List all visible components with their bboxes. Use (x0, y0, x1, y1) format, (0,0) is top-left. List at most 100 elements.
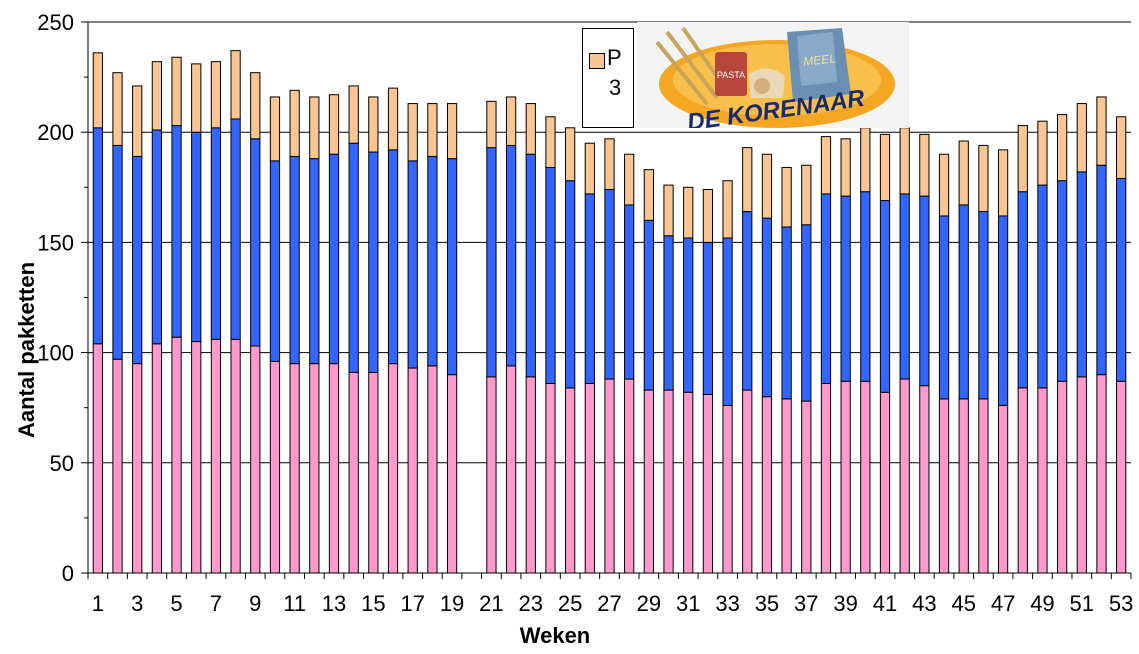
bar-week-11-series-1 (289, 363, 300, 574)
bar-week-28-series-2 (624, 204, 635, 380)
bar-week-6-series-1 (191, 341, 202, 574)
bar-week-18-series-2 (427, 155, 438, 367)
bar-week-13-series-1 (328, 363, 340, 574)
bar-week-30-series-1 (663, 389, 674, 574)
bar-week-24-series-2 (545, 166, 556, 384)
x-tick-label: 39 (833, 591, 857, 616)
bar-week-7-series-2 (210, 127, 222, 340)
bar-week-32-series-2 (702, 241, 714, 395)
bar-week-18-series-3 (427, 103, 438, 157)
bar-week-10-series-1 (269, 360, 281, 574)
bar-week-19-series-2 (446, 158, 458, 376)
bar-week-29-series-1 (643, 389, 654, 574)
bar-week-13-series-2 (328, 153, 340, 365)
bar-week-50-series-3 (1057, 114, 1068, 182)
bar-week-27-series-1 (604, 378, 615, 574)
x-axis-title: Weken (520, 623, 591, 648)
bar-week-39-series-1 (840, 380, 851, 574)
bar-week-19-series-3 (446, 103, 458, 160)
x-tick-label: 51 (1070, 591, 1094, 616)
bar-week-6-series-2 (191, 131, 202, 343)
bar-week-34-series-2 (742, 211, 753, 391)
bar-week-2-series-1 (112, 358, 123, 574)
bar-week-21-series-2 (486, 147, 497, 378)
bar-week-27-series-3 (604, 138, 615, 190)
bar-week-39-series-2 (840, 195, 851, 382)
bar-week-37-series-1 (801, 400, 812, 574)
x-tick-label: 53 (1109, 591, 1133, 616)
bar-week-2-series-2 (112, 144, 123, 360)
bar-week-33-series-1 (722, 405, 733, 574)
x-tick-label: 47 (991, 591, 1015, 616)
bar-week-3-series-1 (132, 363, 143, 574)
bar-week-45-series-2 (958, 204, 969, 400)
bar-week-47-series-2 (997, 215, 1009, 406)
bar-week-3-series-3 (132, 85, 143, 157)
bar-week-8-series-2 (230, 118, 241, 340)
bar-week-2-series-3 (112, 72, 123, 146)
bar-week-41-series-3 (879, 133, 891, 202)
bar-week-50-series-2 (1057, 180, 1068, 382)
bar-week-52-series-1 (1096, 374, 1107, 574)
bar-week-36-series-1 (781, 398, 792, 574)
bar-week-32-series-1 (702, 393, 714, 574)
x-tick-label: 45 (951, 591, 975, 616)
y-tick-label: 100 (37, 341, 74, 366)
bar-week-41-series-2 (879, 200, 891, 393)
bar-week-53-series-2 (1116, 177, 1127, 382)
x-tick-label: 27 (597, 591, 621, 616)
bar-week-23-series-3 (525, 103, 536, 155)
bar-week-49-series-2 (1037, 184, 1048, 389)
y-axis-title: Aantal pakketten (14, 262, 39, 438)
bar-week-31-series-2 (683, 237, 694, 393)
x-tick-label: 3 (131, 591, 143, 616)
bar-week-14-series-1 (348, 371, 359, 574)
bar-week-8-series-3 (230, 50, 241, 120)
bar-week-4-series-1 (151, 343, 162, 574)
bar-week-10-series-2 (269, 160, 281, 362)
x-tick-label: 33 (715, 591, 739, 616)
bar-week-37-series-2 (801, 224, 812, 402)
bar-week-51-series-1 (1076, 376, 1087, 574)
bars (92, 50, 1127, 574)
bar-week-26-series-1 (584, 382, 595, 574)
x-tick-label: 29 (637, 591, 661, 616)
bar-week-16-series-1 (387, 363, 399, 574)
bar-week-25-series-3 (565, 127, 576, 182)
svg-text:PASTA: PASTA (717, 70, 745, 80)
bar-week-15-series-3 (368, 96, 379, 153)
bar-week-33-series-3 (722, 180, 733, 239)
x-tick-label: 1 (92, 591, 104, 616)
bar-week-46-series-2 (978, 211, 989, 400)
bar-week-26-series-3 (584, 142, 595, 195)
bar-week-4-series-2 (151, 129, 162, 345)
y-tick-label: 200 (37, 120, 74, 145)
bar-week-53-series-1 (1116, 380, 1127, 574)
bar-week-46-series-1 (978, 398, 989, 574)
bar-week-31-series-3 (683, 186, 694, 239)
bar-week-43-series-1 (919, 385, 930, 574)
x-tick-label: 23 (519, 591, 543, 616)
bar-week-42-series-3 (899, 127, 910, 195)
bar-week-19-series-1 (446, 374, 458, 574)
bar-week-22-series-2 (505, 144, 517, 367)
y-tick-label: 0 (62, 561, 74, 586)
bar-week-23-series-1 (525, 376, 536, 574)
bar-week-7-series-1 (210, 338, 222, 574)
bar-week-48-series-3 (1017, 125, 1028, 193)
bar-week-48-series-1 (1017, 387, 1028, 574)
bar-week-36-series-2 (781, 226, 792, 400)
bar-week-22-series-1 (505, 365, 517, 574)
bar-week-41-series-1 (879, 391, 891, 574)
bar-week-36-series-3 (781, 166, 792, 228)
x-tick-label: 25 (558, 591, 582, 616)
x-tick-label: 5 (170, 591, 182, 616)
legend-label-line2: 3 (609, 75, 622, 100)
bar-week-5-series-1 (171, 336, 182, 574)
bar-week-38-series-2 (820, 193, 832, 384)
bar-week-50-series-1 (1057, 380, 1068, 574)
bar-week-52-series-2 (1096, 164, 1107, 376)
y-tick-label: 150 (37, 230, 74, 255)
bar-week-44-series-2 (938, 215, 950, 400)
